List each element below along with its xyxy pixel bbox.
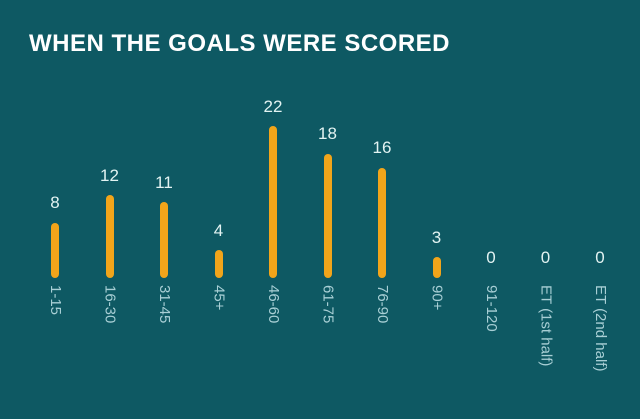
x-tick-label-ET (1st half): ET (1st half) bbox=[537, 285, 555, 367]
value-label-31-45: 11 bbox=[155, 172, 173, 192]
x-tick-label-46-60: 46-60 bbox=[264, 285, 282, 324]
value-label-ET (1st half): 0 bbox=[540, 248, 551, 268]
x-tick-label-ET (2nd half): ET (2nd half) bbox=[591, 285, 609, 372]
bar-90+ bbox=[432, 257, 441, 278]
bar-16-30 bbox=[105, 195, 114, 278]
value-label-46-60: 22 bbox=[263, 96, 283, 116]
chart-title: WHEN THE GOALS WERE SCORED bbox=[29, 30, 451, 57]
value-label-76-90: 16 bbox=[372, 138, 392, 158]
x-tick-label-16-30: 16-30 bbox=[101, 285, 119, 324]
value-label-61-75: 18 bbox=[318, 124, 337, 144]
x-tick-label-31-45: 31-45 bbox=[155, 285, 173, 324]
x-tick-label-90+: 90+ bbox=[428, 285, 446, 311]
x-tick-label-45+: 45+ bbox=[210, 285, 228, 311]
bar-45+ bbox=[214, 250, 223, 278]
x-tick-label-91-120: 91-120 bbox=[482, 285, 500, 332]
bar-76-90 bbox=[378, 167, 386, 278]
bar-46-60 bbox=[269, 126, 277, 278]
bar-1-15 bbox=[51, 222, 59, 278]
x-tick-label-1-15: 1-15 bbox=[46, 285, 64, 316]
value-label-91-120: 0 bbox=[486, 248, 496, 268]
x-tick-label-76-90: 76-90 bbox=[373, 285, 391, 324]
bar-61-75 bbox=[323, 153, 332, 278]
x-tick-label-61-75: 61-75 bbox=[319, 285, 337, 324]
bar-31-45 bbox=[160, 202, 168, 278]
value-label-ET (2nd half): 0 bbox=[595, 248, 605, 268]
value-label-16-30: 12 bbox=[100, 165, 119, 185]
value-label-45+: 4 bbox=[213, 220, 224, 240]
value-label-1-15: 8 bbox=[50, 193, 60, 213]
value-label-90+: 3 bbox=[431, 227, 442, 247]
